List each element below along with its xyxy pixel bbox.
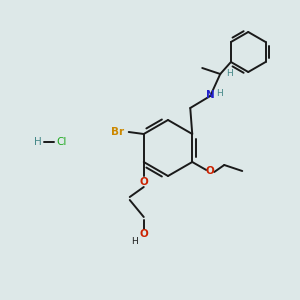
Text: Br: Br (111, 127, 124, 137)
Text: N: N (206, 90, 214, 100)
Text: O: O (140, 229, 148, 239)
Text: H: H (131, 238, 138, 247)
Text: H: H (216, 88, 223, 98)
Text: H: H (226, 68, 232, 77)
Text: Cl: Cl (57, 137, 67, 147)
Text: O: O (140, 177, 148, 187)
Text: H: H (34, 137, 42, 147)
Text: O: O (206, 166, 214, 176)
